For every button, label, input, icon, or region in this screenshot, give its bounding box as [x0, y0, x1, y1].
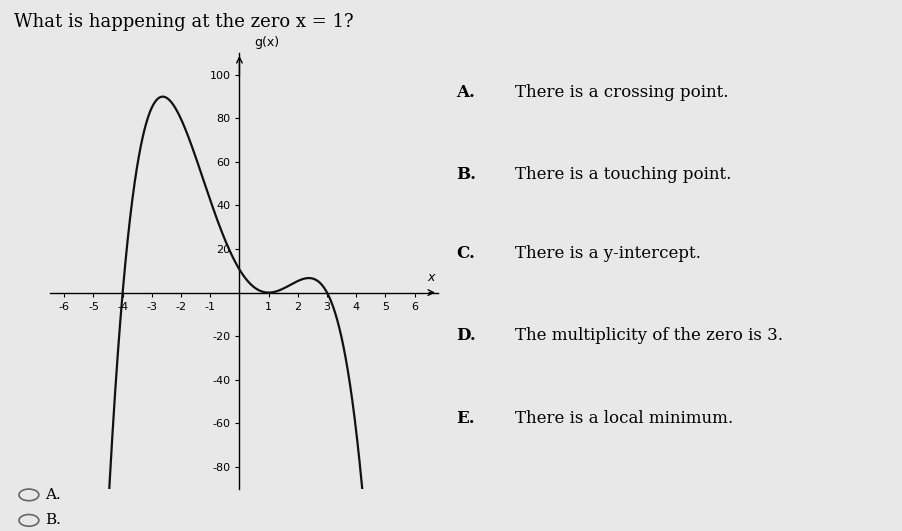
Text: x: x [428, 271, 435, 284]
Text: A.: A. [45, 488, 60, 502]
Text: There is a y-intercept.: There is a y-intercept. [514, 245, 700, 262]
Text: C.: C. [456, 245, 474, 262]
Text: There is a crossing point.: There is a crossing point. [514, 83, 727, 100]
Text: A.: A. [456, 83, 474, 100]
Text: The multiplicity of the zero is 3.: The multiplicity of the zero is 3. [514, 328, 782, 345]
Text: E.: E. [456, 410, 474, 427]
Text: What is happening at the zero x = 1?: What is happening at the zero x = 1? [14, 13, 353, 31]
Text: g(x): g(x) [253, 36, 279, 49]
Text: B.: B. [456, 166, 475, 183]
Text: B.: B. [45, 513, 61, 527]
Text: There is a local minimum.: There is a local minimum. [514, 410, 732, 427]
Text: D.: D. [456, 328, 475, 345]
Text: There is a touching point.: There is a touching point. [514, 166, 731, 183]
